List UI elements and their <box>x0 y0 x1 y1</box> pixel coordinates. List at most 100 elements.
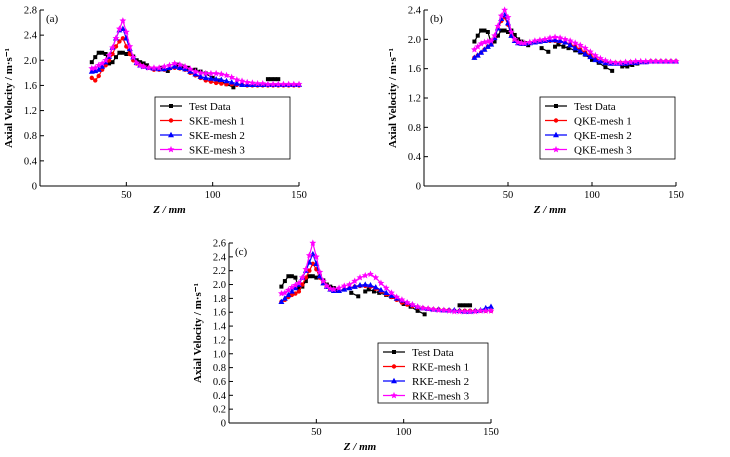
legend-label: Test Data <box>574 101 616 113</box>
data-point <box>244 81 251 87</box>
y-tick-label: 1.4 <box>213 322 227 333</box>
data-point <box>264 80 272 88</box>
data-point <box>298 274 306 281</box>
data-point <box>506 30 510 34</box>
y-axis-label: Axial Velocity / m·s⁻¹ <box>387 48 399 148</box>
data-point <box>461 307 469 315</box>
series-test <box>472 28 640 73</box>
data-point <box>667 57 675 65</box>
data-point <box>419 304 427 311</box>
data-point <box>484 43 491 49</box>
data-point <box>335 284 343 291</box>
legend-swatch-marker <box>168 131 174 138</box>
data-point <box>248 79 256 86</box>
data-point <box>312 253 320 260</box>
data-point <box>472 39 477 44</box>
legend-label: QKE-mesh 3 <box>574 145 632 157</box>
legend-label: RKE-mesh 1 <box>412 362 469 374</box>
data-point <box>103 52 108 56</box>
data-point <box>603 65 608 70</box>
data-point <box>388 289 395 296</box>
series-mesh3 <box>277 239 495 315</box>
legend-swatch-marker <box>391 377 397 384</box>
data-point <box>278 298 285 305</box>
data-point <box>300 282 305 287</box>
data-point <box>492 39 497 44</box>
legend-swatch-marker <box>554 104 558 108</box>
data-point <box>487 37 495 44</box>
data-point <box>357 282 363 288</box>
data-point <box>488 303 494 309</box>
legend-label: QKE-mesh 2 <box>574 130 632 142</box>
data-point <box>105 51 113 59</box>
data-point <box>140 62 148 70</box>
data-point <box>150 64 158 71</box>
data-point <box>383 289 390 296</box>
data-point <box>501 6 509 13</box>
y-tick-label: 0 <box>32 182 37 193</box>
data-point <box>336 287 343 293</box>
data-point <box>622 58 630 65</box>
legend-swatch-marker <box>552 145 560 153</box>
y-tick-label: 2.0 <box>408 35 421 46</box>
data-point <box>218 76 225 82</box>
data-point <box>109 44 116 51</box>
data-point <box>182 65 189 72</box>
legend-label: Test Data <box>189 101 231 113</box>
data-point <box>281 295 288 301</box>
x-tick-label: 150 <box>291 190 307 201</box>
data-point <box>456 307 463 315</box>
data-point <box>284 286 292 293</box>
y-tick-label: 0.6 <box>213 377 226 388</box>
data-point <box>346 280 353 288</box>
data-point <box>310 274 315 279</box>
data-point <box>213 75 220 82</box>
panel-label: (a) <box>46 13 59 25</box>
y-axis-label: Axial Velocity / m·s⁻¹ <box>3 48 15 148</box>
x-tick-label: 50 <box>311 427 322 438</box>
data-point <box>341 286 348 292</box>
data-point <box>652 57 660 65</box>
data-point <box>408 301 416 308</box>
legend-swatch-marker <box>390 391 398 399</box>
y-tick-label: 1.0 <box>213 349 226 360</box>
y-tick-label: 2.4 <box>24 31 38 42</box>
data-point <box>116 25 123 32</box>
data-point <box>160 62 168 70</box>
data-point <box>470 46 478 53</box>
data-point <box>219 81 224 86</box>
data-point <box>445 307 453 314</box>
data-point <box>89 75 95 81</box>
data-point <box>126 42 134 50</box>
data-point <box>361 271 369 279</box>
data-point <box>314 275 319 280</box>
data-point <box>617 59 624 66</box>
data-point <box>561 44 566 49</box>
data-point <box>479 28 484 33</box>
y-tick-label: 0.4 <box>408 152 422 163</box>
data-point <box>546 49 551 54</box>
data-point <box>228 73 236 81</box>
data-point <box>254 79 261 87</box>
data-point <box>363 289 368 294</box>
chart-panel-c: 0 0.2 0.4 0.6 0.8 1.0 1.2 1.4 1.6 1.8 2.0 2.2 2.4 2.6… <box>192 239 499 454</box>
data-point <box>485 30 490 34</box>
data-point <box>316 268 324 275</box>
data-point <box>91 64 99 71</box>
data-point <box>269 77 274 82</box>
data-point <box>202 74 209 81</box>
data-point <box>422 312 427 317</box>
data-point <box>362 281 369 287</box>
y-tick-label: 0.4 <box>213 391 227 402</box>
data-point <box>435 306 443 314</box>
data-point <box>223 71 230 79</box>
data-point <box>602 59 609 65</box>
data-point <box>488 41 495 47</box>
data-point <box>155 64 163 71</box>
data-point <box>202 69 210 77</box>
data-point <box>238 77 246 84</box>
y-tick-label: 0.8 <box>408 123 421 134</box>
y-tick-label: 1.6 <box>24 81 37 92</box>
data-point <box>161 65 168 72</box>
data-point <box>566 46 571 51</box>
